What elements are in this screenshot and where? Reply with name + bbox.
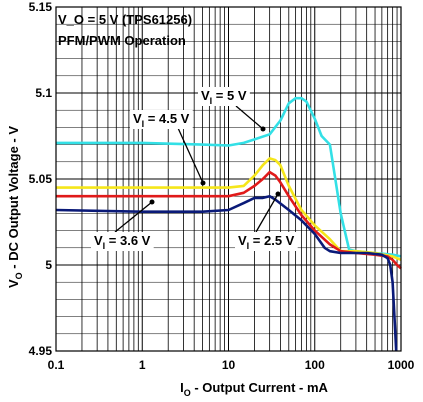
callout-label-1: VI = 5 V (201, 88, 247, 106)
callout-arrow (177, 127, 204, 184)
y-axis-title: VO - DC Output Voltage - V (6, 126, 24, 288)
tick-labels: 0.1 1 10 100 1000 4.95 5 5.05 5.1 5.15 (29, 0, 415, 372)
callout-label-4: VI = 2.5 V (238, 233, 295, 251)
y-tick-label: 5 (45, 258, 52, 272)
x-tick-label: 0.1 (48, 358, 65, 372)
callout-arrow (114, 201, 153, 233)
series-lines (55, 96, 402, 352)
grid (55, 6, 401, 352)
y-tick-label: 4.95 (29, 344, 53, 358)
y-tick-label: 5.15 (29, 0, 53, 14)
y-tick-label: 5.05 (29, 172, 53, 186)
y-tick-label: 5.1 (35, 86, 52, 100)
chart-title-line-2: PFM/PWM Operation (58, 33, 186, 48)
callout-arrowhead (275, 191, 281, 197)
chart-title-line-1: V_O = 5 V (TPS61256) (58, 12, 192, 27)
x-tick-label: 10 (222, 358, 236, 372)
callout-background (235, 232, 298, 251)
callout-label-3: VI = 3.6 V (94, 233, 151, 251)
callout-arrow (235, 105, 264, 130)
callout-background (91, 232, 154, 251)
series-line-2 (56, 157, 402, 262)
callout-arrowhead (149, 199, 155, 205)
callout-arrowhead (260, 126, 266, 132)
plot-frame (55, 6, 402, 352)
callout-background (198, 87, 250, 106)
callout-arrowhead (200, 180, 206, 186)
x-axis-title: IO - Output Current - mA (180, 380, 328, 398)
svg-text:VO - DC Output Voltage - V: VO - DC Output Voltage - V (6, 126, 24, 288)
callout-label-2: VI = 4.5 V (133, 111, 190, 129)
series-callouts: VI = 5 V VI = 4.5 V VI = 3.6 V VI = 2.5 V (91, 87, 298, 251)
title-block: V_O = 5 V (TPS61256) PFM/PWM Operation (58, 12, 192, 48)
x-tick-label: 1 (139, 358, 146, 372)
x-tick-label: 100 (305, 358, 325, 372)
svg-text:IO - Output Current - mA: IO - Output Current - mA (180, 380, 328, 398)
callout-background (130, 110, 193, 129)
series-line-4 (55, 194, 398, 352)
x-tick-label: 1000 (388, 358, 415, 372)
callout-arrow (255, 193, 279, 233)
